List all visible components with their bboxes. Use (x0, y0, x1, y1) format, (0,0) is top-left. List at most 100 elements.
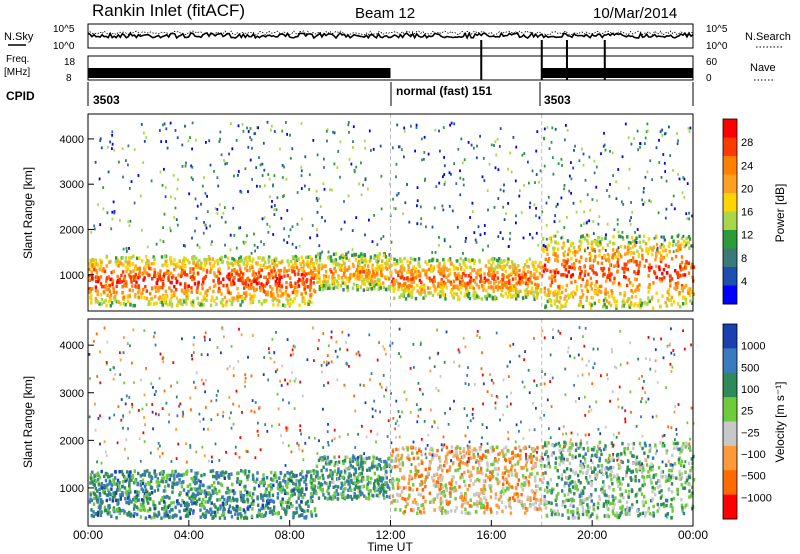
heatmap-cell (539, 290, 542, 294)
heatmap-cell (162, 240, 165, 243)
heatmap-cell (230, 122, 232, 125)
heatmap-cell (183, 300, 186, 304)
heatmap-cell (115, 262, 118, 267)
heatmap-cell (372, 455, 375, 460)
heatmap-cell (479, 455, 482, 460)
heatmap-cell (453, 271, 457, 276)
heatmap-cell (318, 244, 321, 248)
heatmap-cell (337, 274, 340, 278)
heatmap-cell (88, 500, 92, 504)
heatmap-cell (145, 264, 149, 269)
heatmap-cell (518, 268, 521, 273)
heatmap-cell (561, 246, 564, 250)
heatmap-cell (192, 303, 195, 308)
heatmap-cell (170, 302, 174, 306)
heatmap-cell (431, 267, 434, 271)
heatmap-cell (569, 243, 573, 248)
heatmap-cell (240, 493, 243, 497)
heatmap-cell (613, 264, 616, 268)
heatmap-cell (96, 289, 99, 294)
heatmap-cell (299, 478, 303, 482)
heatmap-cell (448, 272, 451, 276)
heatmap-cell (100, 486, 104, 490)
heatmap-cell (298, 479, 301, 483)
heatmap-cell (316, 211, 319, 214)
heatmap-cell (495, 153, 498, 157)
heatmap-cell (571, 250, 575, 255)
heatmap-cell (423, 179, 426, 182)
heatmap-cell (140, 259, 144, 263)
heatmap-cell (175, 287, 178, 292)
heatmap-cell (510, 456, 513, 461)
heatmap-cell (153, 513, 156, 517)
heatmap-cell (560, 236, 563, 240)
heatmap-cell (681, 191, 684, 195)
heatmap-cell (161, 282, 165, 286)
heatmap-cell (303, 284, 307, 288)
heatmap-cell (162, 470, 165, 474)
heatmap-cell (473, 493, 476, 497)
heatmap-cell (528, 181, 530, 185)
heatmap-cell (232, 279, 235, 283)
heatmap-cell (231, 256, 234, 261)
heatmap-cell (323, 166, 325, 169)
heatmap-cell (353, 481, 357, 485)
heatmap-cell (500, 293, 503, 297)
heatmap-cell (567, 247, 571, 251)
heatmap-cell (137, 498, 141, 502)
heatmap-cell (174, 513, 177, 517)
heatmap-cell (223, 476, 226, 480)
heatmap-cell (131, 284, 134, 288)
heatmap-cell (144, 285, 147, 289)
heatmap-cell (442, 293, 445, 297)
heatmap-cell (424, 269, 427, 273)
heatmap-cell (501, 277, 505, 282)
heatmap-cell (689, 287, 692, 291)
heatmap-cell (509, 237, 511, 241)
heatmap-cell (599, 290, 603, 294)
heatmap-cell (190, 469, 193, 473)
heatmap-cell (153, 267, 156, 272)
heatmap-cell (150, 516, 153, 520)
heatmap-cell (373, 286, 376, 291)
heatmap-cell (388, 495, 391, 499)
heatmap-cell (228, 277, 231, 282)
heatmap-cell (468, 511, 472, 516)
heatmap-cell (538, 458, 542, 463)
heatmap-cell (203, 257, 206, 262)
heatmap-cell (348, 460, 352, 464)
heatmap-cell (494, 285, 498, 290)
heatmap-cell (450, 288, 453, 293)
nave-tick-top: 60 (706, 57, 718, 68)
heatmap-cell (218, 288, 221, 293)
heatmap-cell (196, 487, 199, 491)
heatmap-cell (318, 197, 320, 201)
heatmap-cell (339, 175, 341, 179)
heatmap-cell (273, 174, 276, 177)
heatmap-cell (90, 298, 93, 302)
heatmap-cell (472, 293, 475, 297)
heatmap-cell (651, 248, 654, 252)
heatmap-cell (364, 177, 367, 181)
heatmap-cell (123, 486, 127, 490)
heatmap-cell (606, 252, 610, 257)
heatmap-cell (451, 209, 454, 213)
heatmap-cell (424, 260, 427, 264)
heatmap-cell (622, 203, 625, 206)
heatmap-cell (265, 494, 268, 498)
heatmap-cell (140, 487, 143, 491)
heatmap-cell (523, 267, 526, 272)
heatmap-cell (263, 184, 266, 188)
heatmap-cell (168, 515, 171, 520)
heatmap-cell (385, 464, 389, 469)
nsearch-label: N.Search (745, 31, 791, 43)
heatmap-cell (355, 165, 358, 169)
heatmap-cell (134, 284, 137, 288)
heatmap-cell (229, 248, 232, 252)
heatmap-cell (170, 289, 173, 293)
heatmap-cell (380, 273, 383, 278)
heatmap-cell (315, 189, 318, 193)
heatmap-cell (242, 272, 245, 276)
heatmap-cell (269, 285, 272, 289)
heatmap-cell (265, 476, 269, 480)
